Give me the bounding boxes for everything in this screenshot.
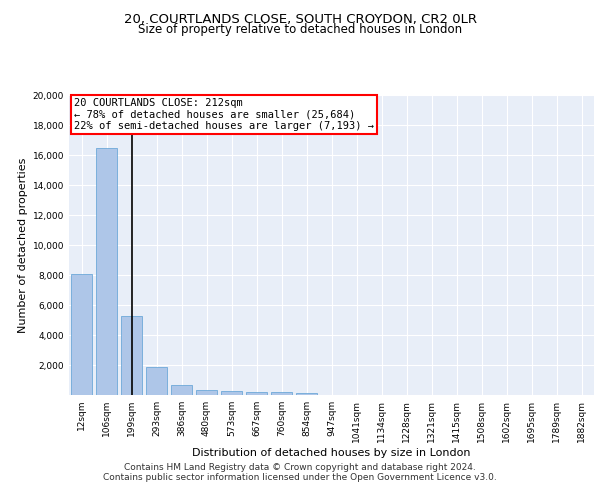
- Text: Contains public sector information licensed under the Open Government Licence v3: Contains public sector information licen…: [103, 472, 497, 482]
- Bar: [146, 367, 167, 395]
- Bar: [196, 390, 217, 395]
- Text: Size of property relative to detached houses in London: Size of property relative to detached ho…: [138, 22, 462, 36]
- Text: Contains HM Land Registry data © Crown copyright and database right 2024.: Contains HM Land Registry data © Crown c…: [124, 462, 476, 471]
- Bar: [71, 274, 92, 395]
- Text: 20, COURTLANDS CLOSE, SOUTH CROYDON, CR2 0LR: 20, COURTLANDS CLOSE, SOUTH CROYDON, CR2…: [124, 12, 476, 26]
- X-axis label: Distribution of detached houses by size in London: Distribution of detached houses by size …: [192, 448, 471, 458]
- Y-axis label: Number of detached properties: Number of detached properties: [19, 158, 28, 332]
- Text: 20 COURTLANDS CLOSE: 212sqm
← 78% of detached houses are smaller (25,684)
22% of: 20 COURTLANDS CLOSE: 212sqm ← 78% of det…: [74, 98, 374, 131]
- Bar: [221, 391, 242, 395]
- Bar: [271, 392, 292, 395]
- Bar: [296, 393, 317, 395]
- Bar: [96, 148, 117, 395]
- Bar: [246, 392, 267, 395]
- Bar: [121, 316, 142, 395]
- Bar: [171, 384, 192, 395]
